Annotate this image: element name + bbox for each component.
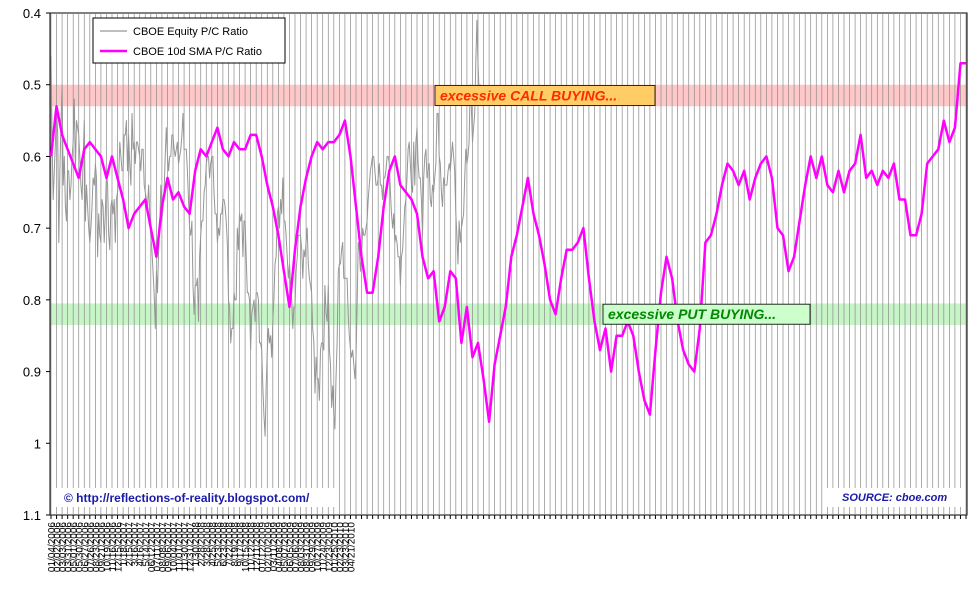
x-tick-label: 01/25/2010	[330, 522, 341, 572]
x-tick-label: 04/08/2009	[274, 522, 285, 572]
x-tick-label: 10/19/2006	[102, 522, 113, 572]
x-tick-label: 6/23/2008	[219, 522, 230, 567]
x-tick-label: 07/11/2007	[152, 522, 163, 572]
source-box	[823, 488, 963, 507]
x-tick-label: 12/11/2008	[252, 522, 263, 572]
y-tick-label: 1.1	[23, 508, 41, 523]
x-tick-label: 1/18/2007	[119, 522, 130, 567]
x-tick-label: 12/15/2006	[114, 522, 125, 572]
y-tick-label: 1	[34, 436, 41, 451]
x-tick-label: 11/16/2006	[108, 522, 119, 572]
x-tick-label: 02/23/2010	[335, 522, 346, 572]
x-tick-label: 05/30/2006	[75, 522, 86, 572]
x-tick-label: 09/29/2009	[308, 522, 319, 572]
x-tick-label: 3/28/2008	[202, 522, 213, 567]
x-tick-label: 7/22/2008	[224, 522, 235, 567]
band-label-box-1	[602, 303, 811, 325]
x-tick-label: 8/19/2008	[230, 522, 241, 567]
x-tick-label: 01/12/2009	[258, 522, 269, 572]
x-tick-label: 3/16/2007	[130, 522, 141, 567]
x-tick-label: 06/12/2007	[147, 522, 158, 572]
x-tick-label: 4/25/2008	[208, 522, 219, 567]
x-tick-label: 06/27/2006	[80, 522, 91, 572]
x-tick-label: 05/01/2006	[69, 522, 80, 572]
x-tick-label: 5/14/2007	[141, 522, 152, 567]
x-tick-label: 10/15/2008	[241, 522, 252, 572]
x-tick-label: 12/23/2009	[324, 522, 335, 572]
x-tick-label: 10/27/2009	[313, 522, 324, 572]
x-tick-label: 04/21/2010	[346, 522, 357, 572]
x-tick-label: 02/10/2009	[263, 522, 274, 572]
x-tick-label: 5/23/2008	[213, 522, 224, 567]
x-axis-ticks: 01/04/200602/02/200603/03/200603/31/2006…	[47, 515, 967, 572]
x-tick-label: 07/06/2009	[291, 522, 302, 572]
x-tick-label: 07/26/2006	[86, 522, 97, 572]
legend-label-equity: CBOE Equity P/C Ratio	[133, 26, 248, 38]
x-tick-label: 2/28/2008	[197, 522, 208, 567]
series-lines	[49, 19, 966, 437]
x-tick-label: 2/15/2007	[125, 522, 136, 567]
band-label-0: excessive CALL BUYING...	[440, 87, 617, 103]
x-tick-label: 11/30/2007	[180, 522, 191, 572]
y-tick-label: 0.9	[23, 365, 41, 380]
x-tick-label: 08/03/2009	[297, 522, 308, 572]
series-equity-pc-ratio	[50, 19, 482, 437]
x-tick-label: 4/16/2007	[136, 522, 147, 567]
x-tick-label: 11/01/2007	[175, 522, 186, 572]
x-tick-label: 1/30/2008	[191, 522, 202, 567]
credit-box	[56, 488, 336, 507]
band-labels: excessive CALL BUYING... excessive PUT BU…	[434, 85, 811, 325]
series-10d-sma-pc-ratio	[49, 61, 966, 424]
x-tick-label: 01/04/2006	[47, 522, 58, 572]
x-tick-label: 03/31/2006	[64, 522, 75, 572]
y-tick-label: 0.5	[23, 78, 41, 93]
x-tick-label: 10/04/2007	[169, 522, 180, 572]
x-tick-label: 11/24/2009	[319, 522, 330, 572]
legend: CBOE Equity P/C Ratio CBOE 10d SMA P/C R…	[92, 17, 286, 64]
x-tick-label: 09/06/2007	[163, 522, 174, 572]
x-tick-label: 03/11/2009	[269, 522, 280, 572]
legend-label-sma: CBOE 10d SMA P/C Ratio	[133, 46, 262, 58]
x-tick-label: 02/02/2006	[53, 522, 64, 572]
band-label-1: excessive PUT BUYING...	[608, 306, 776, 322]
x-tick-label: 08/23/2006	[91, 522, 102, 572]
x-tick-label: 03/23/2010	[341, 522, 352, 572]
x-tick-label: 05/07/2009	[280, 522, 291, 572]
y-tick-label: 0.4	[23, 6, 41, 21]
x-tick-label: 9/17/2008	[236, 522, 247, 567]
x-tick-label: 09/21/2006	[97, 522, 108, 572]
x-tick-label: 06/05/2009	[285, 522, 296, 572]
x-tick-label: 12/31/2007	[186, 522, 197, 572]
y-tick-label: 0.8	[23, 293, 41, 308]
source-text: SOURCE: cboe.com	[842, 492, 947, 504]
x-tick-label: 08/08/2007	[158, 522, 169, 572]
y-axis-ticks: 0.4 0.5 0.6 0.7 0.8 0.9 1 1.1	[23, 6, 50, 523]
y-tick-label: 0.6	[23, 149, 41, 164]
x-tick-label: 11/12/2008	[247, 522, 258, 572]
credit-text: © http://reflections-of-reality.blogspot…	[64, 491, 310, 505]
x-tick-label: 08/31/2009	[302, 522, 313, 572]
legend-box	[92, 17, 286, 64]
x-tick-label: 03/03/2006	[58, 522, 69, 572]
band-label-box-0	[434, 85, 656, 106]
y-tick-label: 0.7	[23, 221, 41, 236]
band-1	[51, 303, 966, 325]
